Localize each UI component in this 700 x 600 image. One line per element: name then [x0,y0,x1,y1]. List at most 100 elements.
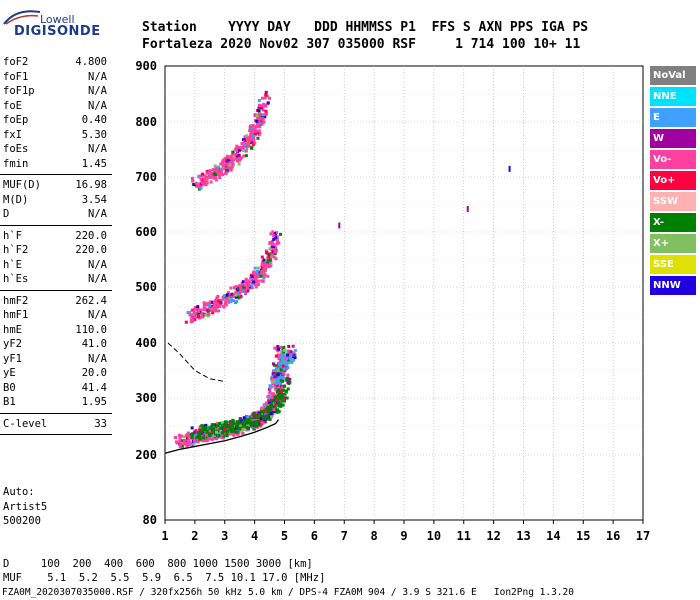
echo-mark [270,405,274,409]
echo-mark [277,353,281,357]
echo-mark [241,280,245,284]
echo-mark [231,418,235,422]
echo-mark [268,241,272,245]
echo-mark [225,434,229,438]
echo-mark [235,144,239,148]
echo-mark [249,276,253,280]
echo-mark [208,304,212,308]
echo-mark [212,172,216,176]
echo-mark [240,142,244,146]
param-row: yF2 41.0 [0,337,112,352]
echo-mark [283,384,287,388]
echo-mark [198,428,202,432]
echo-mark [225,163,229,167]
true-height-profile [164,419,280,454]
param-value: 220.0 [75,229,107,242]
echo-mark [200,181,204,185]
echo-mark [260,255,264,259]
echo-mark [262,120,266,124]
echo-mark [222,421,226,425]
echo-mark [234,295,238,299]
param-label: foF1p [3,85,35,97]
echo-mark [282,372,286,376]
echo-mark [273,385,277,389]
echo-mark [228,432,232,436]
echo-mark [272,237,276,241]
echo-mark [200,424,204,428]
echo-mark [275,410,279,414]
param-separator [0,174,112,175]
echo-mark [230,165,234,169]
param-value: N/A [88,85,107,97]
echo-mark [214,173,218,177]
echo-mark [190,176,194,180]
param-row: foF1 N/A [0,70,112,85]
echo-mark [264,249,268,253]
echo-mark [234,285,238,289]
echo-mark [225,159,229,163]
echo-mark [259,271,263,275]
param-row: D N/A [0,207,112,222]
echo-mark [288,380,292,384]
echo-mark [234,293,238,297]
echo-mark [225,168,229,172]
echo-mark [260,106,264,110]
echo-mark [242,144,246,148]
echo-mark [207,306,211,310]
echo-mark [264,112,268,116]
echo-mark [260,96,264,100]
echo-mark [238,145,242,149]
echo-mark [189,442,193,446]
echo-mark [263,419,267,423]
y-tick-label: 600 [135,225,157,239]
echo-mark [275,372,279,376]
echo-mark [244,281,248,285]
echo-mark [272,363,276,367]
param-label: B0 [3,381,16,394]
echo-mark [244,154,248,158]
param-row: B0 41.4 [0,381,112,396]
echo-mark [281,346,285,350]
echo-mark [235,423,239,427]
echo-mark [218,424,222,428]
echo-mark [207,302,211,306]
x-tick-label: 9 [400,529,407,543]
echo-mark [219,298,223,302]
param-label: h`F [3,229,22,242]
echo-mark [338,222,341,229]
echo-mark [200,172,204,176]
echo-mark [215,170,219,174]
echo-mark [257,129,261,133]
echo-mark [255,274,259,278]
echo-mark [250,274,254,278]
echo-mark [215,434,219,438]
echo-mark [186,442,190,446]
echo-mark [202,303,206,307]
echo-mark [215,430,219,434]
echo-mark [214,305,218,309]
echo-mark [239,157,243,161]
legend-entry: Vo- [650,150,696,169]
echo-mark [192,309,196,313]
echo-mark [235,420,239,424]
echo-mark [262,406,266,410]
echo-mark [262,258,266,262]
echo-mark [220,431,224,435]
echo-mark [193,440,197,444]
echo-mark [201,430,205,434]
echo-mark [243,142,247,146]
echo-mark [283,357,287,361]
echo-mark [263,96,267,100]
param-label: hmF2 [3,294,29,307]
param-value: 3.54 [81,193,107,206]
echo-mark [275,364,279,368]
echo-mark [263,115,267,119]
echo-mark [239,286,243,290]
echo-mark [207,309,211,313]
echo-mark [268,417,272,421]
echo-mark [270,398,274,402]
echo-mark [278,392,282,396]
echo-mark [179,442,183,446]
x-tick-label: 12 [486,529,500,543]
echo-mark [200,312,204,316]
